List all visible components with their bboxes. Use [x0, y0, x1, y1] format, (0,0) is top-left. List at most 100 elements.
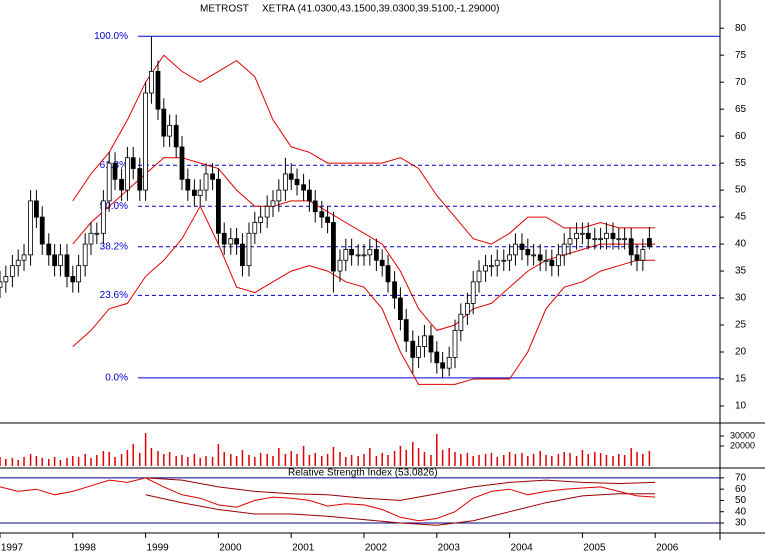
candle-body: [398, 297, 403, 321]
candle-body: [149, 70, 154, 94]
candle-body: [343, 249, 349, 261]
candle-body: [319, 211, 325, 218]
candle-body: [130, 157, 136, 169]
candle-body: [125, 157, 130, 191]
candle-body: [610, 232, 616, 240]
candle-body: [221, 232, 227, 245]
candle-body: [464, 303, 470, 315]
fib-label: 50.0%: [100, 201, 128, 212]
candle-body: [307, 189, 312, 202]
candle-body: [537, 254, 543, 261]
candle-body: [161, 108, 167, 137]
candle-body: [216, 178, 221, 234]
y-tick-label: 80: [735, 23, 747, 34]
rsi-tick-label: 40: [735, 506, 747, 517]
candle-body: [525, 249, 531, 256]
candle-body: [416, 346, 422, 358]
candle-body: [325, 216, 331, 223]
candle-body: [646, 238, 652, 248]
x-tick-label: 2001: [292, 543, 315, 554]
rsi-line: [0, 477, 656, 522]
candle-body: [179, 146, 185, 180]
candle-body: [440, 362, 446, 369]
candle-body: [70, 276, 76, 283]
candle-body: [64, 254, 70, 277]
candle-body: [288, 173, 294, 180]
candle-body: [106, 162, 112, 202]
rsi-tick-label: 60: [735, 484, 747, 495]
rsi-tick-label: 50: [735, 495, 747, 506]
candle-body: [240, 243, 245, 267]
candle-body: [0, 281, 3, 288]
candle-body: [446, 356, 452, 369]
candle-body: [574, 232, 579, 240]
candle-body: [543, 259, 549, 262]
candle-body: [173, 124, 179, 148]
candle-body: [119, 178, 124, 191]
y-tick-label: 25: [735, 320, 747, 331]
candle-body: [337, 259, 343, 272]
candle-body: [88, 232, 94, 245]
candle-body: [519, 243, 525, 250]
candle-body: [34, 200, 39, 218]
bollinger-band: [72, 54, 656, 245]
candle-body: [434, 351, 440, 364]
candle-body: [94, 232, 100, 235]
candle-body: [349, 249, 355, 256]
candle-body: [52, 254, 58, 267]
candle-body: [422, 335, 427, 348]
candle-body: [616, 238, 622, 241]
candle-body: [640, 249, 646, 261]
rsi-title: Relative Strength Index (53.0826): [288, 468, 438, 479]
candle-body: [585, 232, 591, 240]
fib-label: 23.6%: [100, 290, 128, 301]
volume-tick-label: 30000: [730, 430, 755, 440]
rsi-tick-label: 70: [735, 473, 747, 484]
candle-body: [191, 189, 197, 196]
candle-body: [494, 259, 500, 267]
candle-body: [137, 168, 143, 191]
y-tick-label: 70: [735, 77, 747, 88]
candle-body: [483, 265, 488, 272]
y-tick-label: 50: [735, 185, 747, 196]
candle-body: [39, 216, 45, 245]
candle-body: [355, 254, 361, 257]
chart-title: XETRA (41.0300,43.1500,39.0300,39.5100,-…: [262, 4, 499, 15]
x-tick-label: 2005: [583, 543, 606, 554]
candle-body: [458, 313, 464, 331]
candle-body: [21, 254, 27, 261]
x-tick-label: 2003: [438, 543, 461, 554]
candle-body: [258, 216, 264, 223]
candle-body: [403, 319, 409, 342]
candle-body: [155, 70, 161, 110]
candle-body: [428, 335, 434, 353]
candle-body: [76, 265, 82, 283]
candle-body: [452, 330, 458, 358]
candle-body: [489, 265, 494, 268]
candle-body: [501, 259, 507, 262]
candle-body: [561, 243, 567, 256]
candle-body: [294, 178, 300, 186]
x-tick-label: 2006: [656, 543, 679, 554]
candle-body: [167, 124, 173, 137]
symbol: METROST: [200, 4, 249, 15]
candle-body: [373, 249, 379, 261]
candle-body: [392, 281, 397, 299]
y-tick-label: 10: [735, 401, 747, 412]
y-tick-label: 15: [735, 374, 747, 385]
candle-body: [252, 222, 258, 234]
candle-body: [331, 222, 336, 272]
candle-body: [580, 232, 585, 235]
y-tick-label: 20: [735, 347, 747, 358]
candle-body: [270, 200, 276, 207]
candle-body: [367, 249, 373, 256]
candle-body: [634, 254, 640, 261]
candle-body: [210, 173, 215, 180]
candle-body: [592, 238, 598, 241]
x-tick-label: 2000: [219, 543, 242, 554]
candle-body: [282, 173, 288, 191]
candle-body: [410, 340, 416, 358]
candle-body: [301, 184, 306, 191]
fib-label: 100.0%: [94, 31, 128, 42]
